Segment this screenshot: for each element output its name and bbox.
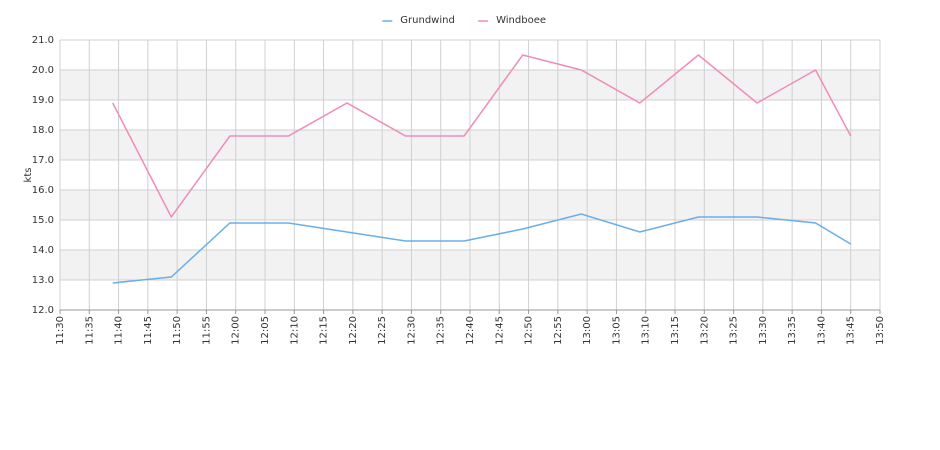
- x-tick-label: 11:55: [201, 316, 212, 345]
- x-tick-label: 11:50: [172, 316, 183, 345]
- y-tick-label: 21.0: [32, 35, 54, 46]
- x-tick-label: 12:50: [524, 316, 535, 345]
- x-tick-label: 13:00: [582, 316, 593, 345]
- x-tick-label: 11:40: [114, 316, 125, 345]
- x-tick-label: 11:30: [55, 316, 66, 345]
- y-tick-label: 15.0: [32, 215, 54, 226]
- x-tick-label: 13:30: [758, 316, 769, 345]
- y-tick-label: 19.0: [32, 95, 54, 106]
- x-tick-label: 12:40: [465, 316, 476, 345]
- x-tick-label: 13:15: [670, 316, 681, 345]
- x-tick-label: 13:45: [846, 316, 857, 345]
- x-tick-label: 12:25: [377, 316, 388, 345]
- x-tick-label: 12:20: [348, 316, 359, 345]
- x-tick-label: 13:25: [729, 316, 740, 345]
- x-tick-label: 12:05: [260, 316, 271, 345]
- x-tick-label: 13:50: [875, 316, 886, 345]
- x-tick-label: 12:15: [319, 316, 330, 345]
- y-tick-label: 20.0: [32, 65, 54, 76]
- x-tick-label: 13:40: [816, 316, 827, 345]
- legend-label: Grundwind: [400, 15, 455, 26]
- x-tick-label: 12:00: [231, 316, 242, 345]
- x-tick-label: 13:20: [699, 316, 710, 345]
- y-axis-label: kts: [23, 168, 34, 183]
- x-tick-label: 12:55: [553, 316, 564, 345]
- x-tick-label: 12:30: [406, 316, 417, 345]
- series-line: [112, 54, 852, 219]
- x-tick-label: 13:35: [787, 316, 798, 345]
- x-tick-label: 12:35: [436, 316, 447, 345]
- y-tick-label: 14.0: [32, 245, 54, 256]
- y-tick-label: 12.0: [32, 305, 54, 316]
- x-tick-label: 11:45: [143, 316, 154, 345]
- y-tick-label: 18.0: [32, 125, 54, 136]
- x-tick-label: 11:35: [84, 316, 95, 345]
- x-tick-label: 13:05: [611, 316, 622, 345]
- x-tick-label: 12:10: [289, 316, 300, 345]
- series-line: [112, 213, 852, 284]
- y-tick-label: 16.0: [32, 185, 54, 196]
- x-tick-label: 12:45: [494, 316, 505, 345]
- y-tick-label: 17.0: [32, 155, 54, 166]
- x-tick-label: 13:10: [641, 316, 652, 345]
- y-tick-label: 13.0: [32, 275, 54, 286]
- legend-label: Windboee: [496, 15, 546, 26]
- legend: Grundwind Windboee: [382, 15, 546, 26]
